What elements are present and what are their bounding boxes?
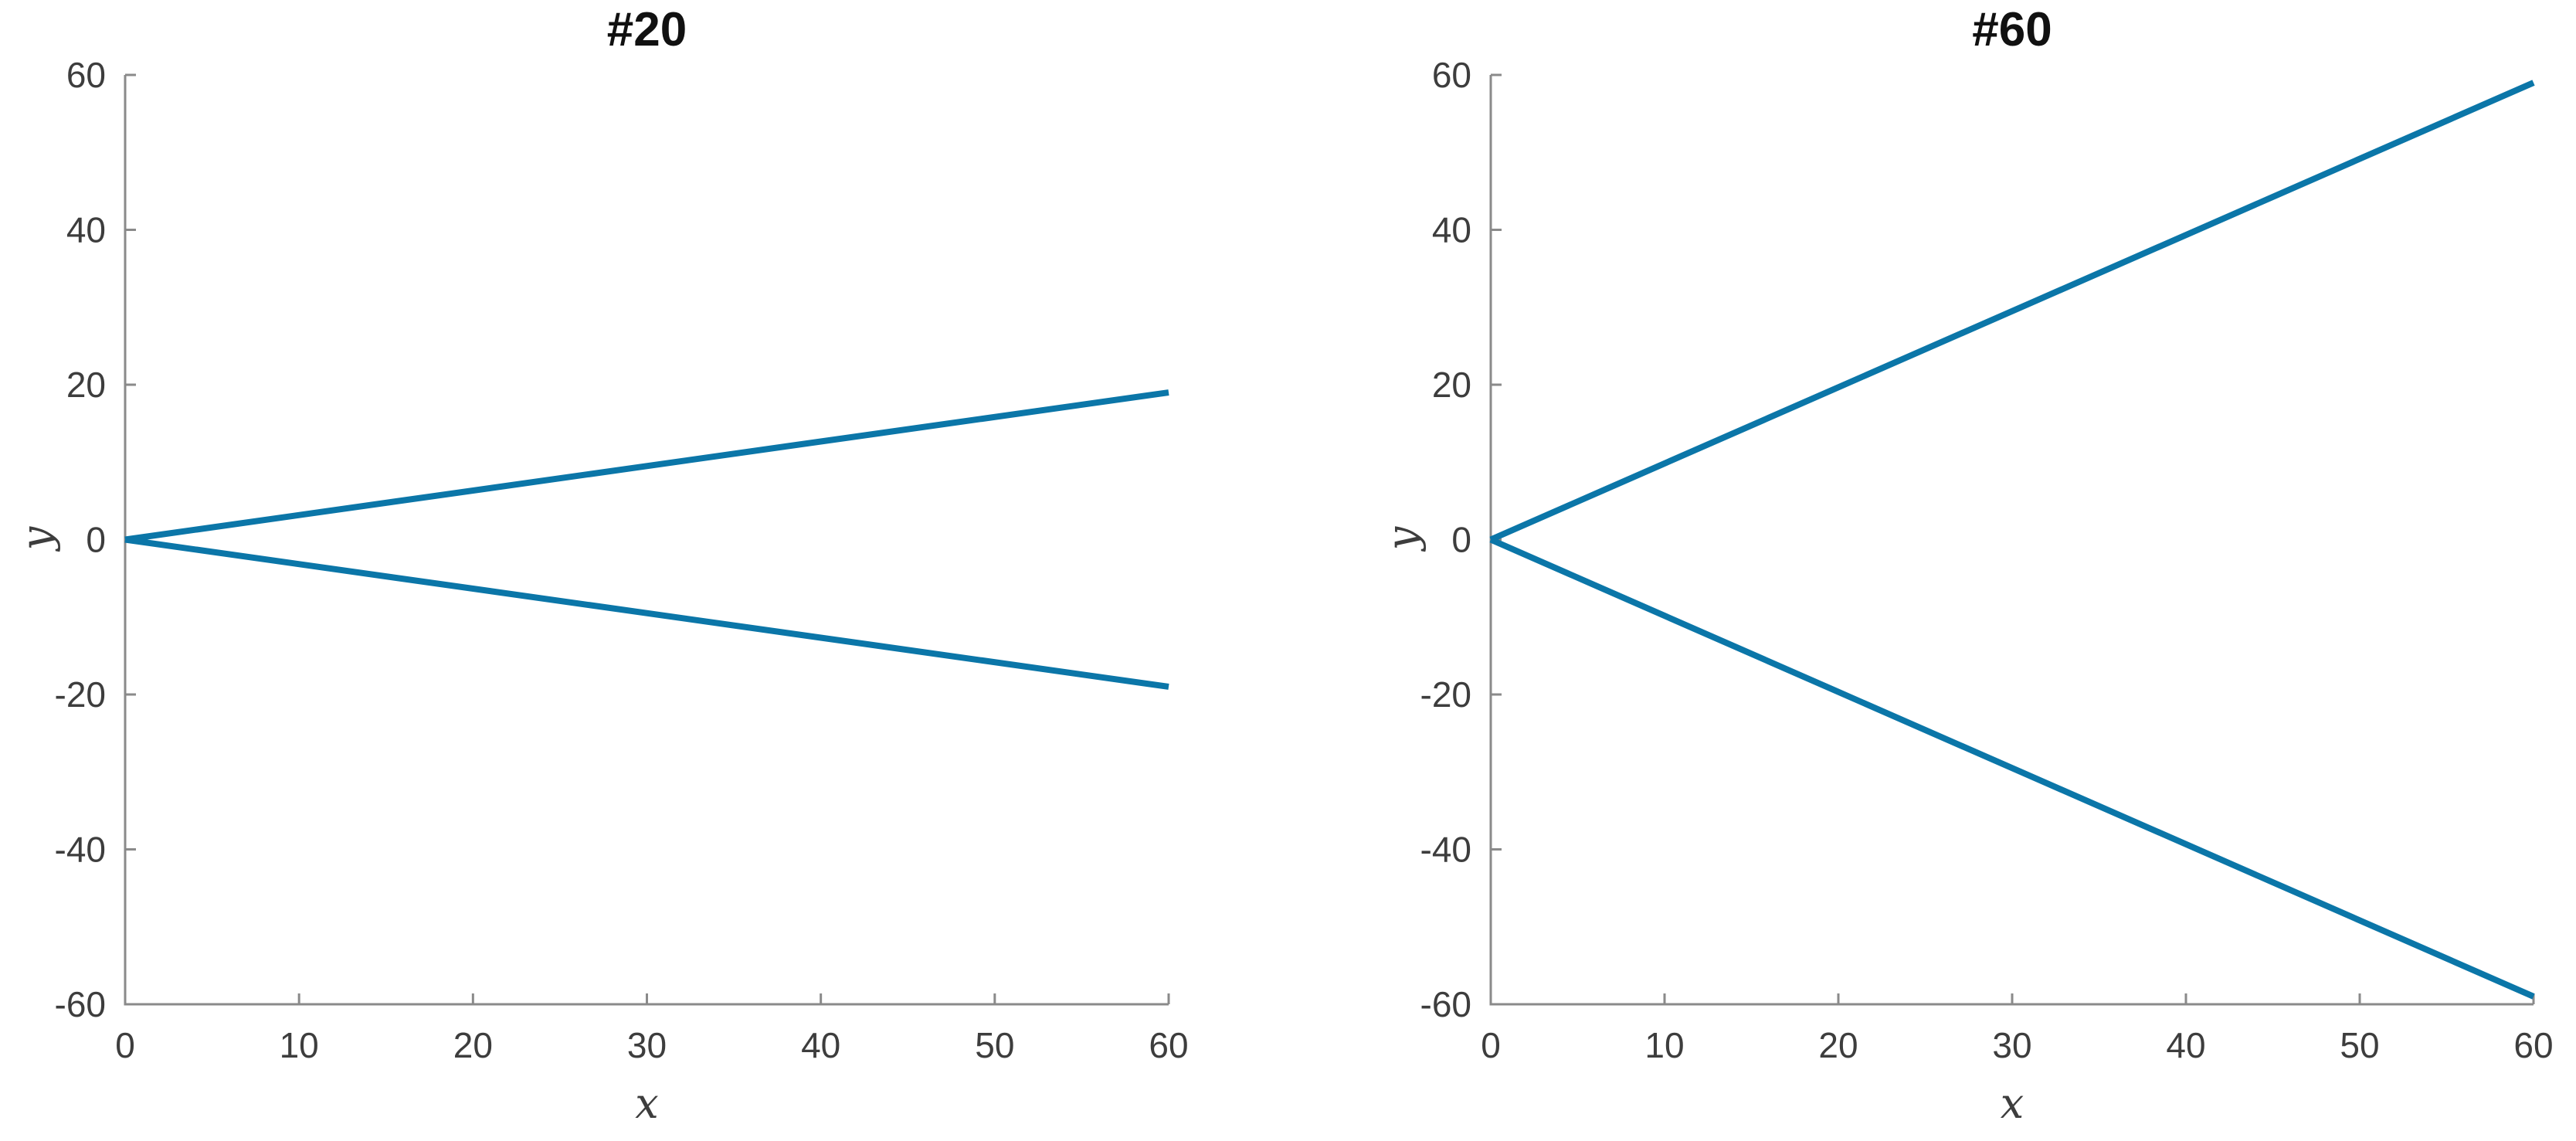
y-tick-label: 60 <box>1432 55 1471 95</box>
y-tick-label: 20 <box>1432 365 1471 405</box>
plot-title-20: #20 <box>606 3 687 56</box>
y-tick-label: -20 <box>55 674 106 715</box>
x-axis-label-60: x <box>2000 1079 2024 1128</box>
y-tick-label: 40 <box>1432 210 1471 250</box>
y-tick-label: 40 <box>66 210 106 250</box>
series-lower-ray <box>124 536 1169 690</box>
x-tick-label: 50 <box>2340 1025 2379 1065</box>
x-tick-label: 40 <box>801 1025 840 1065</box>
y-tick-label: -20 <box>1420 674 1471 715</box>
y-tick-label: 20 <box>66 365 106 405</box>
axis-spines <box>1489 75 2534 1006</box>
y-tick-label: 0 <box>86 520 106 560</box>
x-tick-label: 20 <box>453 1025 493 1065</box>
x-tick-label: 60 <box>1149 1025 1188 1065</box>
series-lower-ray <box>1489 536 2535 1000</box>
x-tick-label: 50 <box>975 1025 1014 1065</box>
y-tick-label: -60 <box>1420 984 1471 1024</box>
plot-title-60: #60 <box>1972 3 2052 56</box>
x-tick-label: 40 <box>2166 1025 2205 1065</box>
y-tick-label: -40 <box>55 830 106 870</box>
axis-spines <box>124 75 1169 1006</box>
y-tick-label: -60 <box>55 984 106 1024</box>
y-axis-label-20: y <box>12 526 61 551</box>
x-tick-label: 10 <box>1644 1025 1684 1065</box>
y-tick-label: 60 <box>66 55 106 95</box>
x-tick-label: 60 <box>2513 1025 2553 1065</box>
x-tick-label: 10 <box>280 1025 319 1065</box>
x-tick-label: 20 <box>1818 1025 1858 1065</box>
y-axis-label-60: y <box>1377 526 1427 551</box>
x-tick-label: 0 <box>115 1025 135 1065</box>
y-tick-label: 0 <box>1451 520 1471 560</box>
series-upper-ray <box>124 389 1169 543</box>
x-axis-label-20: x <box>635 1079 659 1128</box>
x-tick-label: 30 <box>627 1025 667 1065</box>
y-tick-label: -40 <box>1420 830 1471 870</box>
x-tick-label: 30 <box>1992 1025 2031 1065</box>
series-upper-ray <box>1489 80 2535 543</box>
x-tick-label: 0 <box>1481 1025 1501 1065</box>
